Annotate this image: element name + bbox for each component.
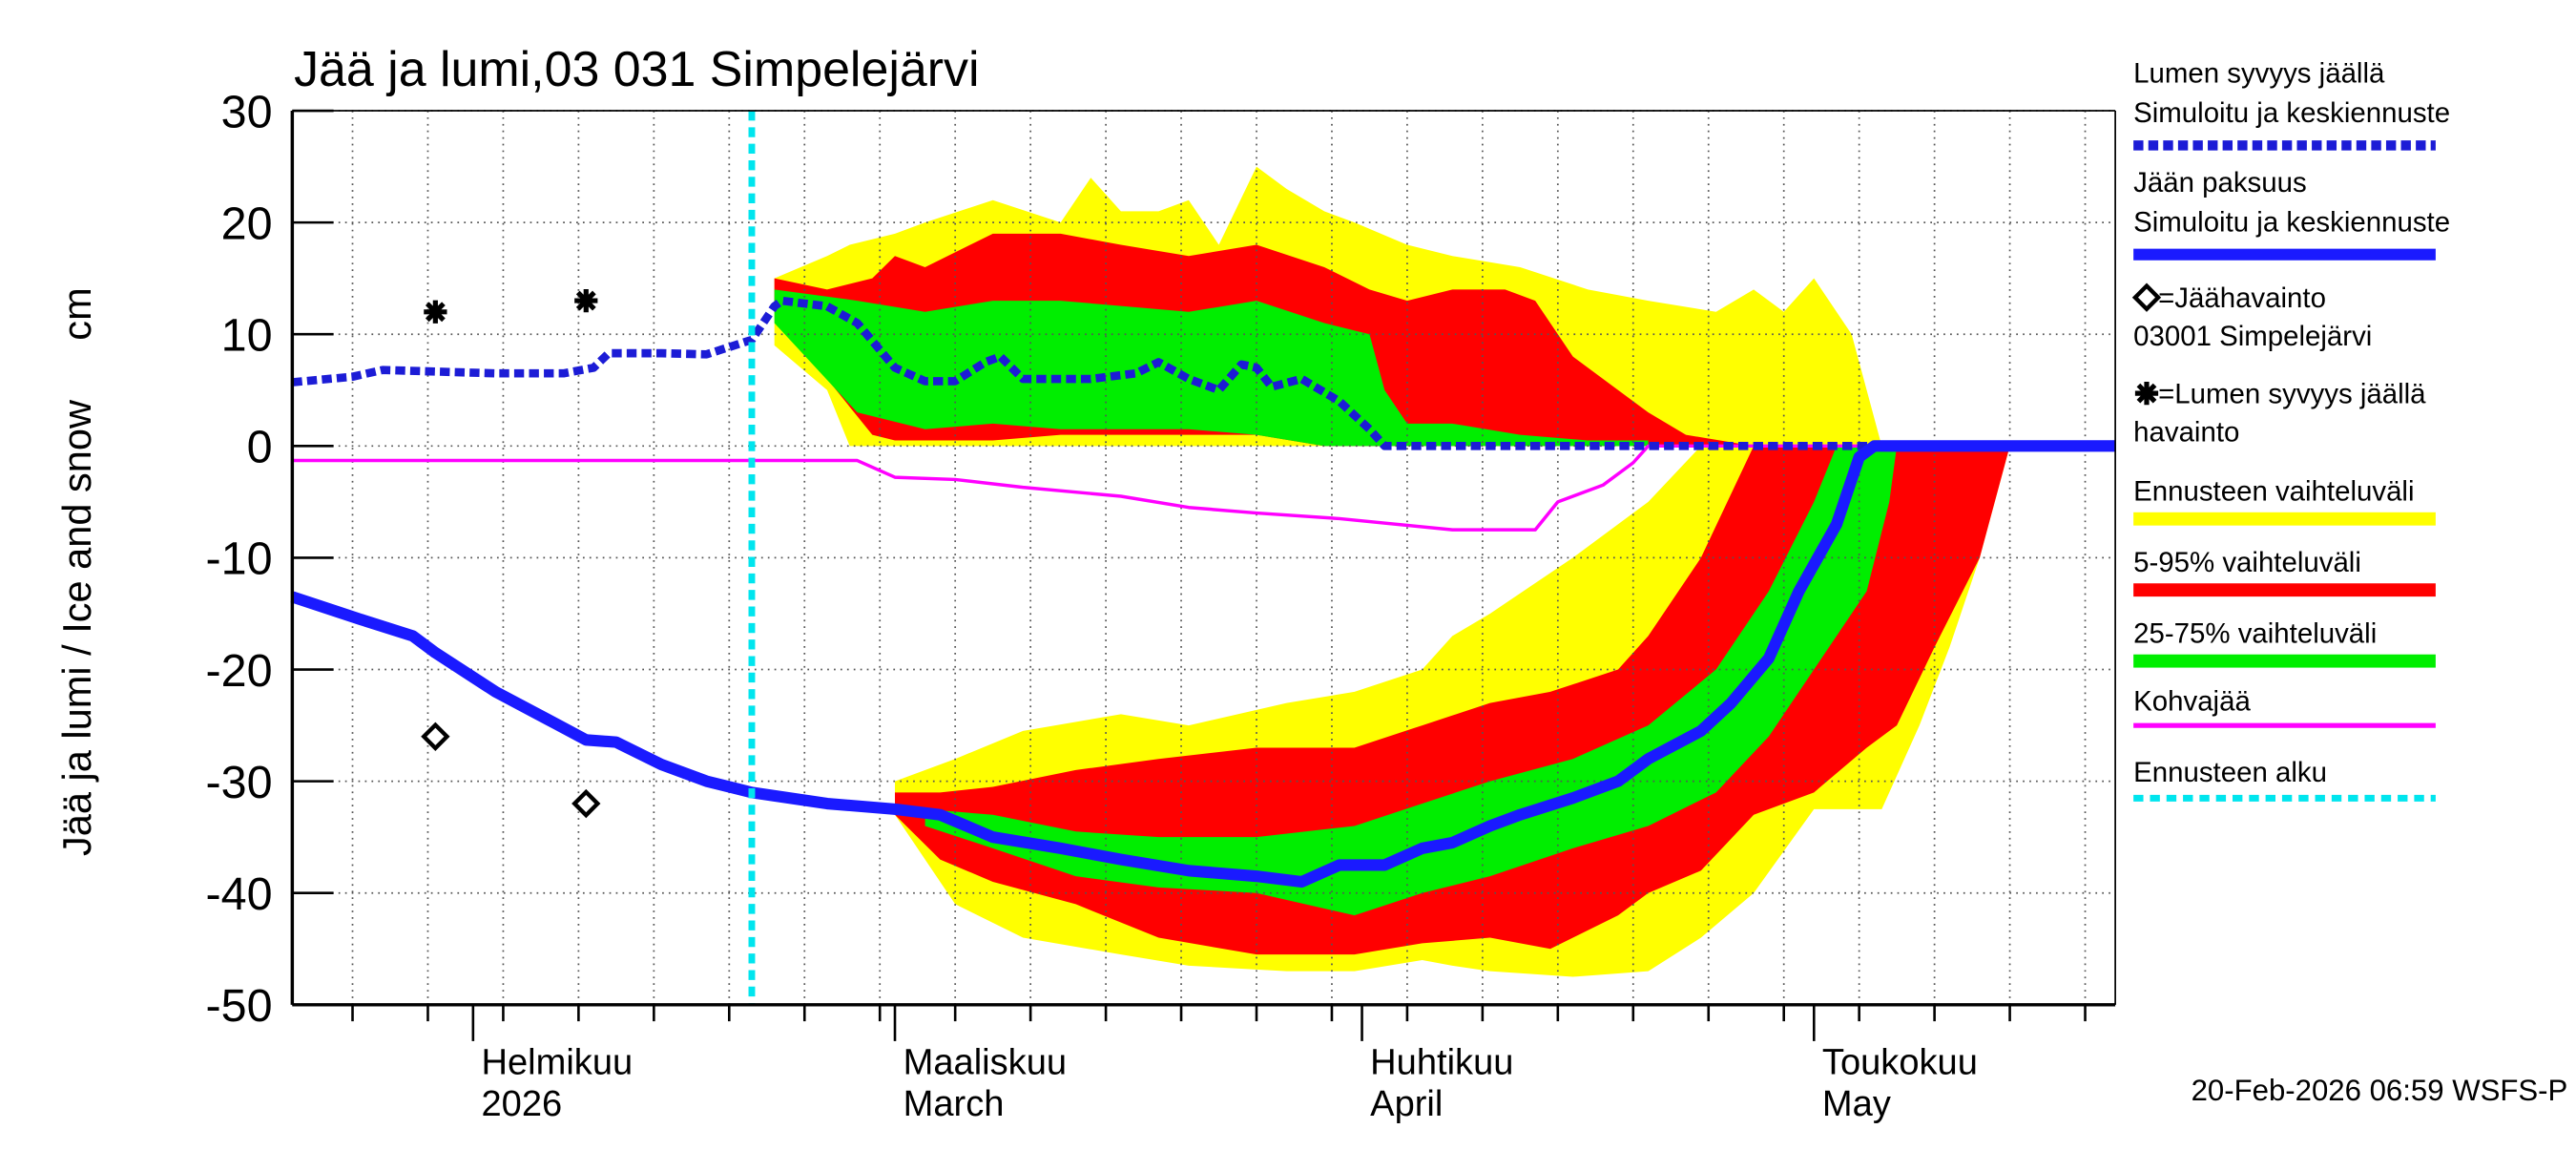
- legend-label: havainto: [2133, 416, 2239, 448]
- y-tick-label: 0: [247, 422, 273, 473]
- forecast-band: [774, 289, 1649, 447]
- y-axis-unit: cm: [54, 287, 99, 340]
- legend-swatch: [2133, 654, 2436, 668]
- y-tick-label: 20: [221, 198, 273, 249]
- legend-label: Simuloitu ja keskiennuste: [2133, 206, 2450, 238]
- legend-label: 5-95% vaihteluväli: [2133, 547, 2361, 578]
- y-tick-label: 30: [221, 86, 273, 137]
- legend-label: =Jäähavainto: [2158, 282, 2326, 314]
- snow-observation: [424, 300, 447, 324]
- x-tick-label: 2026: [481, 1084, 562, 1124]
- legend-label: Simuloitu ja keskiennuste: [2133, 97, 2450, 129]
- series-line: [291, 296, 2116, 450]
- legend-label: 25-75% vaihteluväli: [2133, 618, 2377, 650]
- legend-label: Jään paksuus: [2133, 167, 2307, 199]
- series-line: [290, 440, 2116, 889]
- forecast-band: [895, 446, 2010, 955]
- legend-label: Lumen syvyys jäällä: [2133, 58, 2385, 90]
- legend-swatch: [2133, 512, 2436, 526]
- ice-observation: [571, 788, 601, 819]
- x-tick-label: Huhtikuu: [1370, 1043, 1513, 1083]
- legend-swatch: [2133, 583, 2436, 597]
- y-tick-label: -40: [206, 868, 273, 920]
- y-tick-label: -10: [206, 533, 273, 585]
- x-tick-label: May: [1822, 1084, 1891, 1124]
- series-line: [292, 444, 2116, 532]
- legend-label: Kohvajää: [2133, 686, 2251, 718]
- y-tick-label: -20: [206, 645, 273, 697]
- legend-label: =Lumen syvyys jäällä: [2158, 379, 2426, 410]
- x-tick-label: Helmikuu: [481, 1043, 633, 1083]
- x-tick-label: Toukokuu: [1822, 1043, 1978, 1083]
- snow-observation: [2134, 382, 2159, 406]
- chart-title: Jää ja lumi,03 031 Simpelejärvi: [294, 42, 979, 97]
- x-tick-label: April: [1370, 1084, 1443, 1124]
- x-tick-label: March: [904, 1084, 1005, 1124]
- snow-observation: [574, 288, 598, 313]
- legend-label: 03001 Simpelejärvi: [2133, 321, 2372, 352]
- ice-observation: [421, 721, 450, 751]
- y-tick-label: 10: [221, 310, 273, 362]
- y-tick-label: -50: [206, 980, 273, 1032]
- y-tick-label: -30: [206, 757, 273, 808]
- footer: 20-Feb-2026 06:59 WSFS-P: [2192, 1074, 2568, 1107]
- forecast-band: [924, 446, 1898, 916]
- y-axis-label: Jää ja lumi / Ice and snow: [54, 399, 99, 856]
- legend-label: Ennusteen alku: [2133, 757, 2327, 788]
- x-tick-label: Maaliskuu: [904, 1043, 1067, 1083]
- ice-observation: [2131, 282, 2162, 312]
- legend-label: Ennusteen vaihteluväli: [2133, 476, 2414, 508]
